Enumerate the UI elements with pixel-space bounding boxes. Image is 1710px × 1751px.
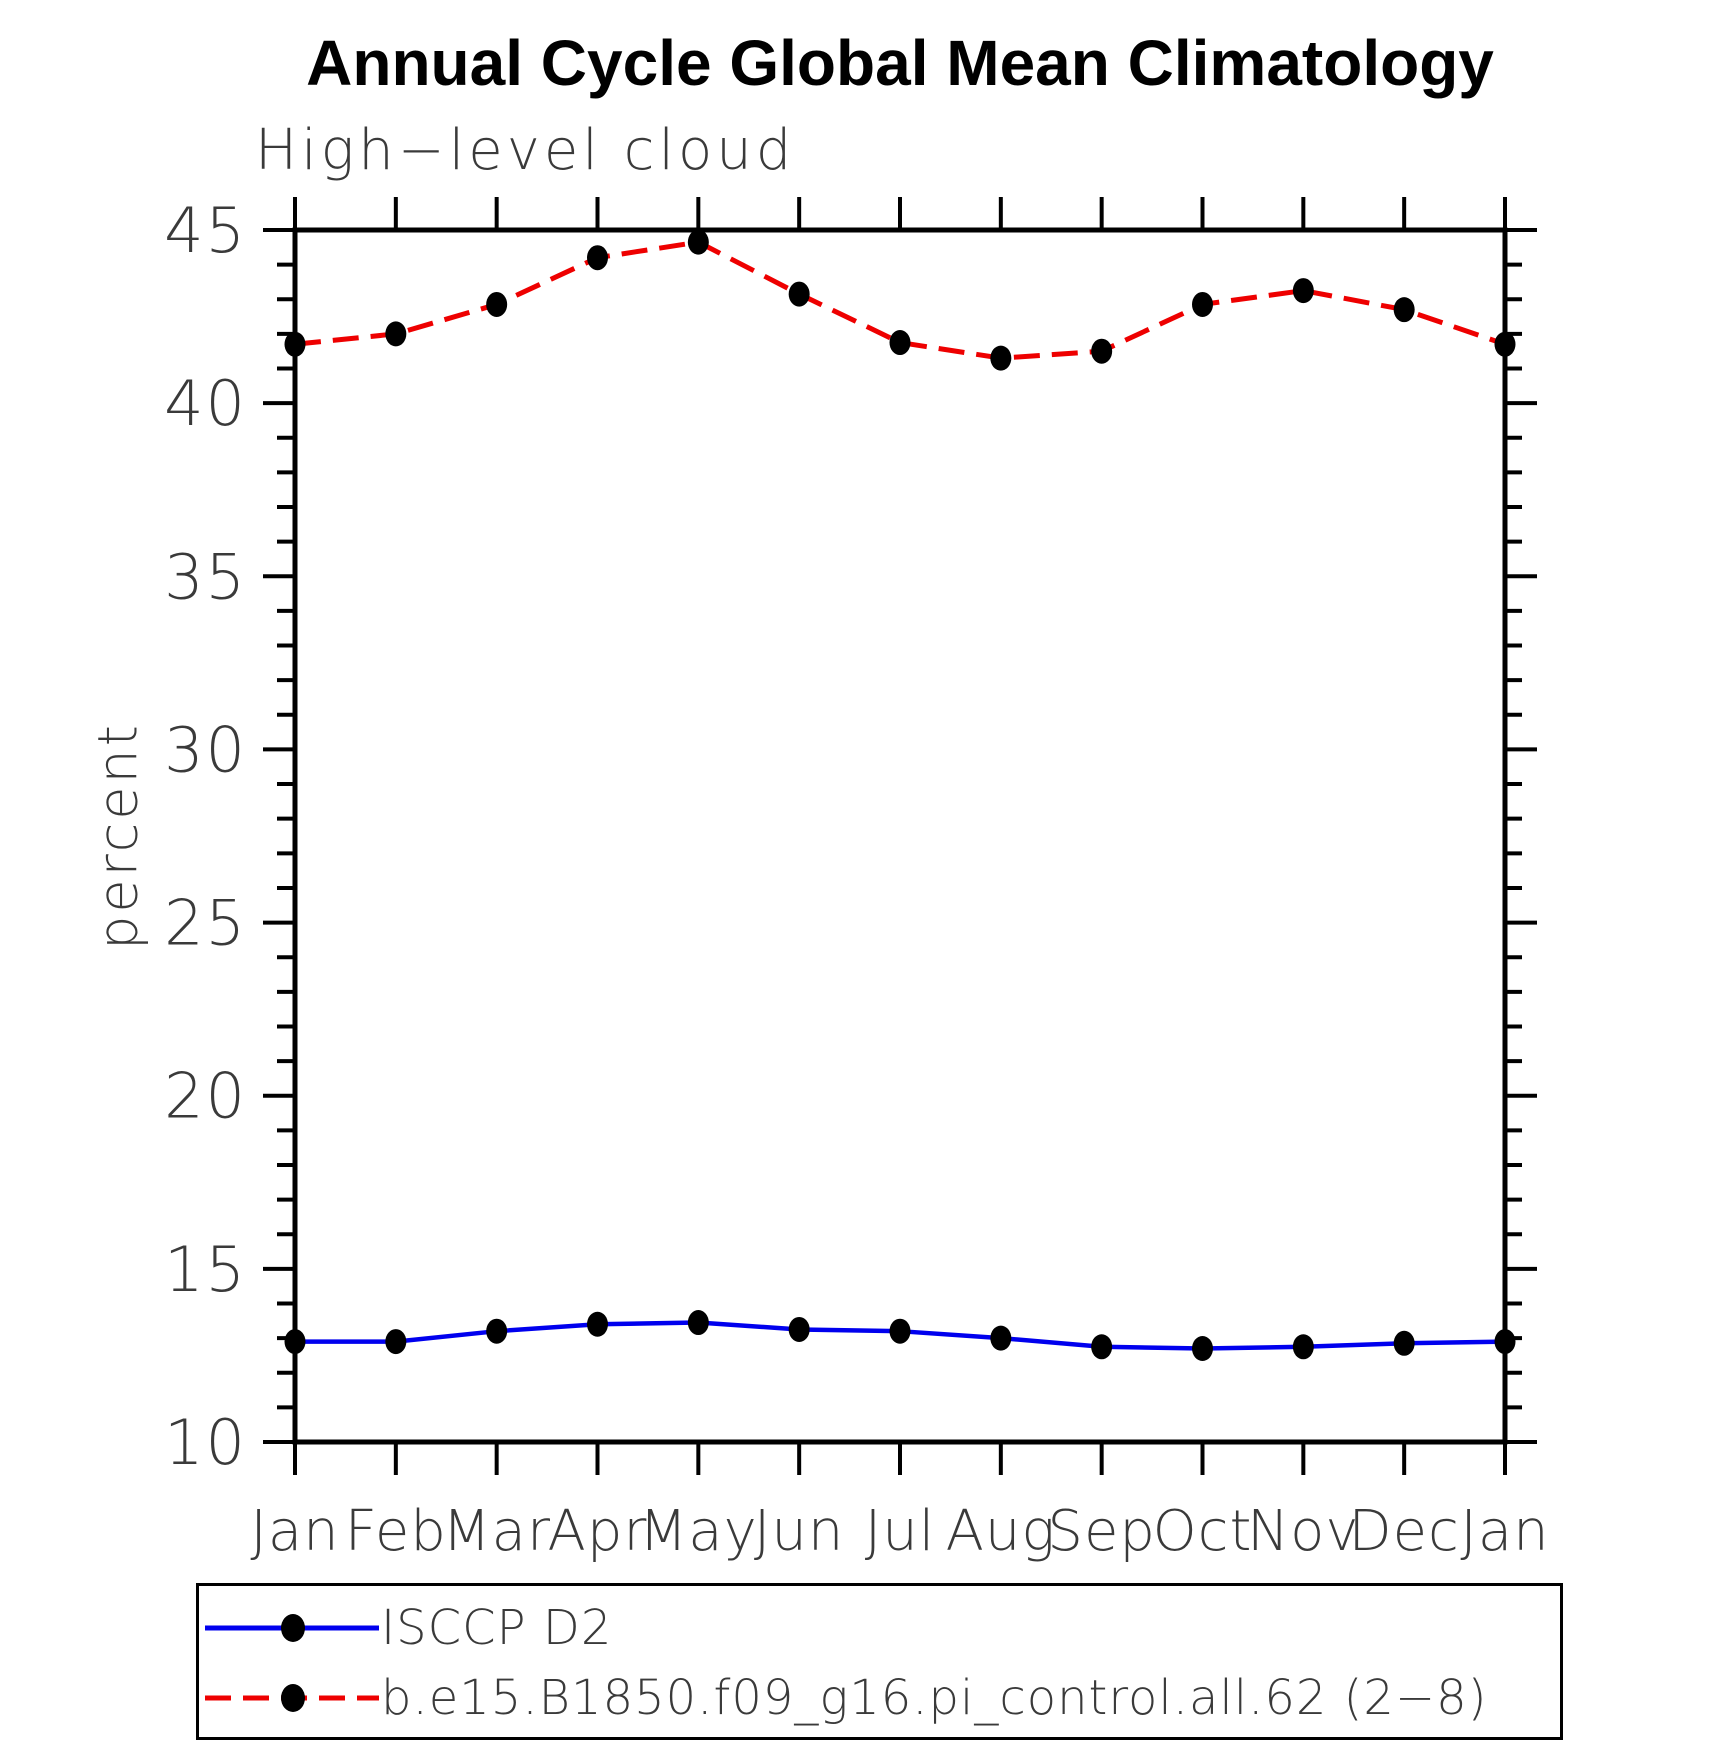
data-point-marker [1192,1336,1213,1362]
x-tick-label: Mar [442,1499,551,1564]
data-point-marker [1494,331,1516,357]
legend-sample-marker-dot [281,1684,305,1712]
data-point-marker [587,1311,608,1337]
data-point-marker [788,1316,810,1342]
data-point-marker [1292,278,1314,304]
data-point-marker [889,1318,911,1344]
y-tick-label: 35 [164,540,247,613]
data-point-marker [486,1318,508,1344]
data-point-marker [788,281,810,307]
axis-box [292,227,1508,1445]
x-tick-label: Apr [548,1499,648,1564]
legend-line-sample-solid [205,1614,379,1642]
data-point-marker [385,1329,407,1355]
data-point-marker [1091,1334,1113,1360]
legend-box: ISCCP D2 b.e15.B1850.f09_g16.pi_control.… [196,1583,1563,1740]
data-point-marker [1091,338,1113,364]
legend-line-sample-dashed [205,1684,379,1712]
data-point-marker [687,1310,709,1336]
data-series [284,229,1516,1362]
x-tick-label: Jan [250,1499,339,1564]
chart-subtitle: High−level cloud [255,118,796,183]
y-tick-label: 20 [164,1060,247,1133]
data-point-marker [687,229,709,255]
x-tick-label: Jul [865,1499,936,1564]
x-tick-label: Oct [1153,1499,1253,1564]
y-tick-label: 10 [164,1406,247,1479]
legend-sample-marker-dot [281,1614,305,1642]
x-tick-label: Dec [1348,1499,1459,1564]
data-point-marker [1192,291,1213,317]
x-tick-label: Feb [345,1499,447,1564]
x-tick-label: Sep [1047,1499,1156,1564]
y-tick-labels: 10 15 20 25 30 35 40 45 [164,194,247,1479]
data-point-marker [1494,1329,1516,1355]
data-point-marker [1393,297,1415,323]
data-point-marker [889,330,911,356]
y-tick-label: 45 [164,194,247,267]
data-point-marker [284,331,306,357]
legend-label-isccp: ISCCP D2 [381,1600,613,1656]
data-point-marker [990,345,1012,371]
y-tick-label: 30 [164,713,247,786]
data-point-marker [1393,1330,1415,1356]
x-tick-label: May [639,1499,758,1564]
legend-item-isccp: ISCCP D2 [199,1600,612,1656]
data-point-marker [1292,1334,1314,1360]
x-tick-label: Jan [1460,1499,1549,1564]
data-point-marker [385,321,407,347]
data-point-marker [284,1329,306,1355]
y-tick-label: 15 [164,1233,247,1306]
chart-title: Annual Cycle Global Mean Climatology [306,27,1494,99]
axis-ticks [263,197,1537,1475]
x-tick-label: Aug [946,1499,1056,1564]
y-tick-label: 40 [164,367,247,440]
data-point-marker [990,1325,1012,1351]
x-tick-label: Nov [1247,1499,1359,1564]
legend-label-model: b.e15.B1850.f09_g16.pi_control.all.62 (2… [381,1670,1488,1726]
data-point-marker [486,291,508,317]
legend-item-model: b.e15.B1850.f09_g16.pi_control.all.62 (2… [199,1670,1487,1726]
x-tick-label: Jun [754,1499,845,1564]
y-tick-label: 25 [164,887,247,960]
plot-frame [292,227,1508,1445]
data-point-marker [587,245,608,271]
